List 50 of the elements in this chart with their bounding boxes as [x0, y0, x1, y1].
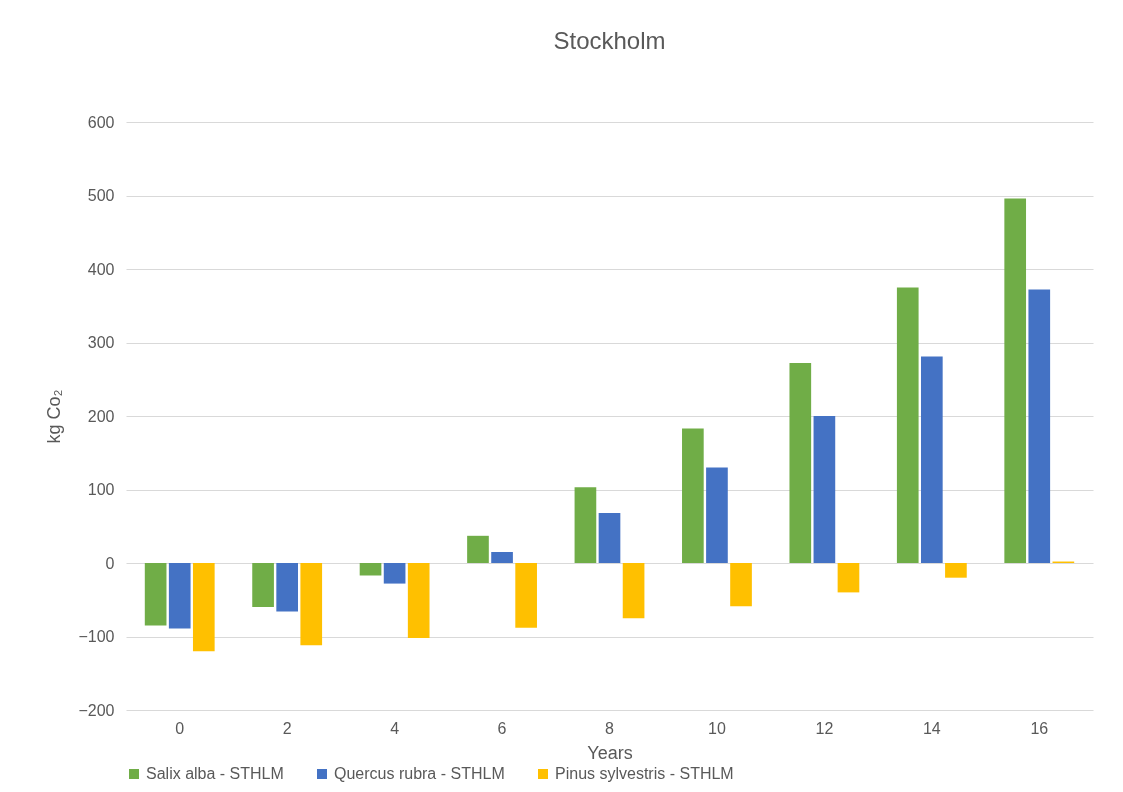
bar — [598, 513, 621, 563]
y-tick-label: 400 — [87, 260, 115, 278]
y-tick-label: 0 — [105, 554, 115, 572]
chart-title: Stockholm — [553, 27, 666, 54]
bar — [300, 563, 323, 646]
x-tick-label: 10 — [708, 719, 726, 737]
x-tick-label: 2 — [282, 719, 292, 737]
bar — [1004, 198, 1027, 563]
bar — [945, 563, 967, 578]
bar — [168, 563, 191, 629]
bar — [837, 563, 860, 593]
legend-label: Quercus rubra - STHLM — [334, 765, 505, 782]
y-tick-label: −200 — [78, 701, 115, 719]
bar — [730, 563, 752, 607]
bar — [622, 563, 645, 619]
bar — [144, 563, 167, 626]
bar — [491, 551, 513, 563]
x-tick-label: 8 — [605, 719, 615, 737]
bar — [813, 416, 836, 563]
bar — [407, 563, 430, 638]
legend-label: Pinus sylvestris - STHLM — [555, 765, 734, 782]
x-tick-label: 12 — [815, 719, 834, 737]
y-tick-label: 600 — [87, 113, 115, 131]
bar — [682, 428, 704, 563]
x-tick-label: 14 — [922, 719, 941, 737]
bar — [192, 563, 215, 652]
bar — [515, 563, 537, 628]
y-tick-label: −100 — [78, 628, 115, 645]
bar — [383, 563, 406, 584]
y-axis-title: kg Co₂ — [44, 389, 65, 444]
x-tick-label: 6 — [497, 719, 507, 737]
y-tick-label: 100 — [87, 481, 115, 498]
bar — [359, 563, 382, 576]
x-axis-title: Years — [587, 742, 633, 763]
y-tick-label: 300 — [87, 334, 115, 351]
bar — [1028, 289, 1051, 563]
bar — [789, 363, 812, 563]
bar — [467, 535, 489, 563]
x-tick-label: 16 — [1030, 719, 1049, 737]
bar — [252, 563, 274, 608]
y-tick-label: 200 — [87, 407, 115, 425]
x-tick-label: 0 — [175, 719, 185, 737]
bar — [574, 487, 597, 563]
bar — [276, 563, 298, 612]
legend-label: Salix alba - STHLM — [146, 765, 284, 782]
bar — [706, 467, 728, 563]
bar — [896, 287, 919, 563]
y-tick-label: 500 — [87, 187, 115, 204]
x-tick-label: 4 — [390, 719, 400, 737]
bar — [921, 356, 943, 563]
